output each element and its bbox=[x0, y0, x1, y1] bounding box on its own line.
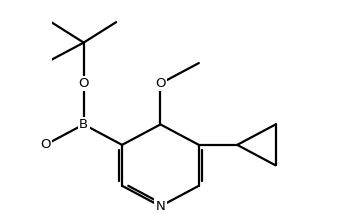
Text: B: B bbox=[79, 118, 88, 131]
Text: O: O bbox=[40, 138, 51, 151]
Text: O: O bbox=[78, 77, 89, 90]
Text: O: O bbox=[155, 77, 166, 90]
Text: N: N bbox=[155, 200, 165, 213]
